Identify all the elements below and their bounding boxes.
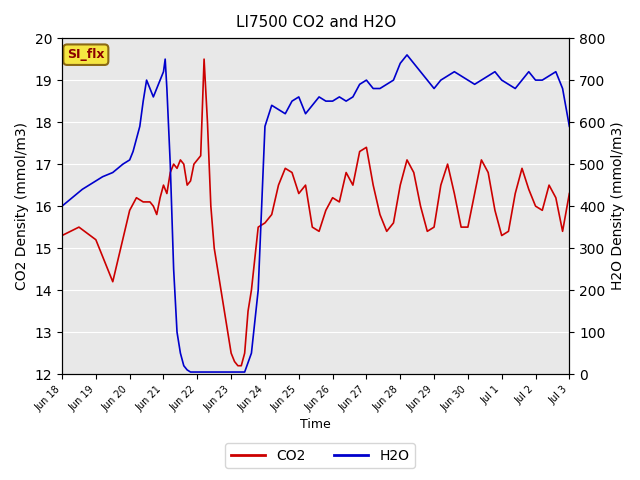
- CO2: [224, 329, 232, 335]
- H2O: [403, 52, 411, 58]
- H2O: [187, 369, 195, 375]
- Line: H2O: H2O: [62, 55, 570, 372]
- CO2: [214, 266, 221, 272]
- CO2: [200, 56, 208, 62]
- CO2: [58, 233, 66, 239]
- H2O: [183, 367, 191, 373]
- H2O: [566, 123, 573, 129]
- CO2: [295, 191, 303, 196]
- X-axis label: Time: Time: [300, 419, 331, 432]
- H2O: [163, 85, 171, 91]
- H2O: [471, 82, 479, 87]
- CO2: [234, 363, 242, 369]
- H2O: [234, 369, 242, 375]
- Line: CO2: CO2: [62, 59, 570, 366]
- Y-axis label: CO2 Density (mmol/m3): CO2 Density (mmol/m3): [15, 122, 29, 290]
- Title: LI7500 CO2 and H2O: LI7500 CO2 and H2O: [236, 15, 396, 30]
- CO2: [545, 182, 553, 188]
- CO2: [566, 191, 573, 196]
- H2O: [58, 203, 66, 209]
- H2O: [150, 94, 157, 100]
- CO2: [211, 245, 218, 251]
- H2O: [282, 111, 289, 117]
- CO2: [170, 161, 177, 167]
- Y-axis label: H2O Density (mmol/m3): H2O Density (mmol/m3): [611, 122, 625, 290]
- Text: SI_flx: SI_flx: [67, 48, 104, 61]
- Legend: CO2, H2O: CO2, H2O: [225, 443, 415, 468]
